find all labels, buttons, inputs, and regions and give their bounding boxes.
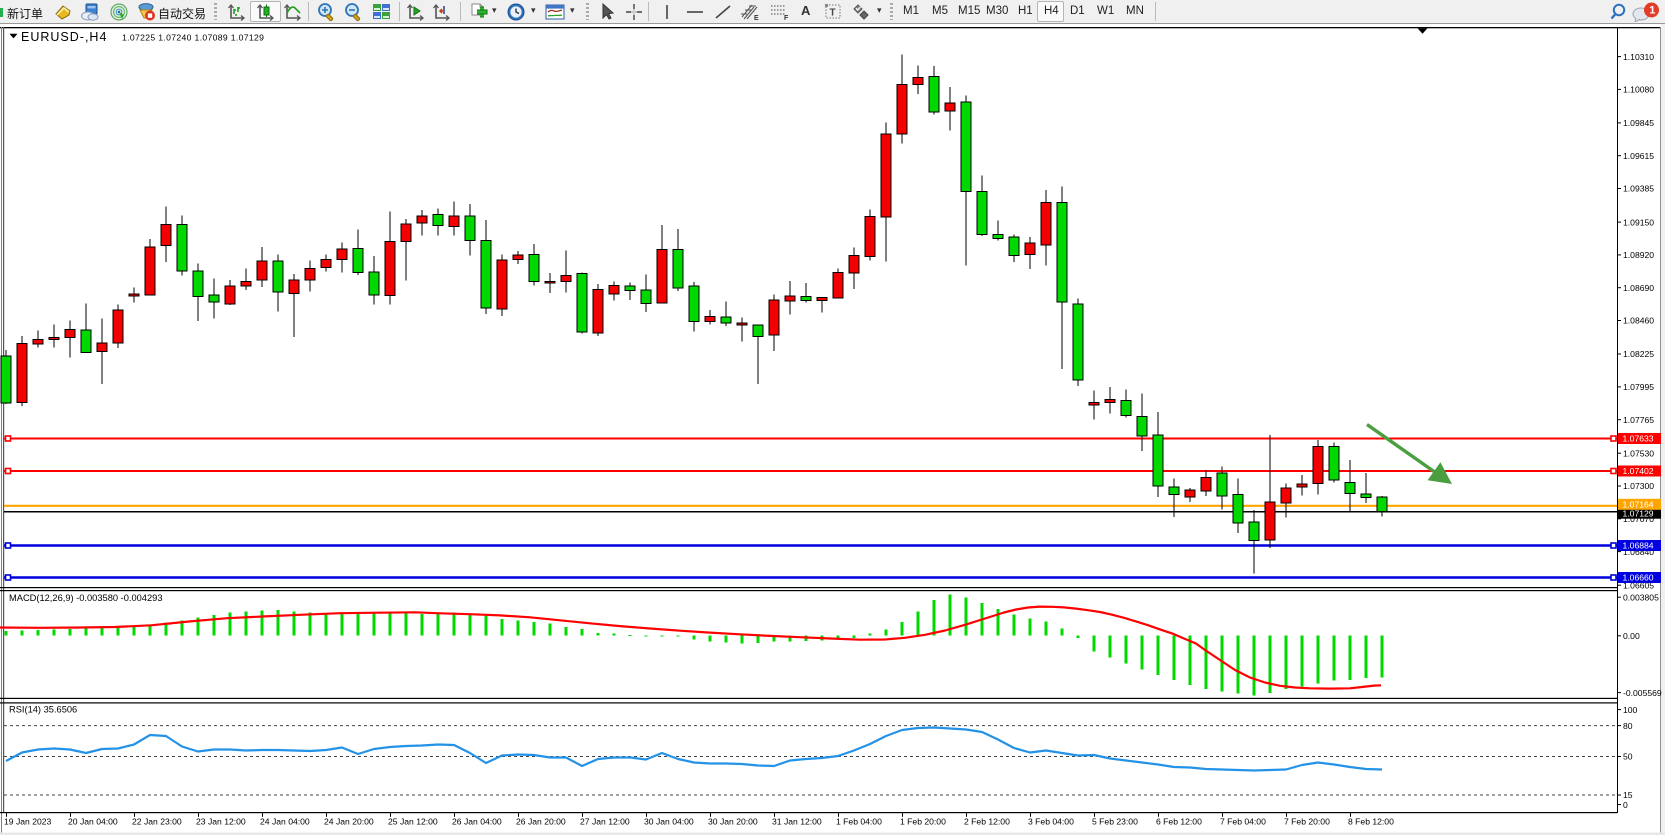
svg-text:0.00: 0.00 xyxy=(1623,631,1640,641)
svg-text:1.07300: 1.07300 xyxy=(1623,481,1654,491)
svg-text:6 Feb 12:00: 6 Feb 12:00 xyxy=(1156,817,1202,827)
svg-text:1 Feb 04:00: 1 Feb 04:00 xyxy=(836,817,882,827)
svg-text:-0.005569: -0.005569 xyxy=(1623,688,1662,698)
svg-text:2 Feb 12:00: 2 Feb 12:00 xyxy=(964,817,1010,827)
svg-text:23 Jan 12:00: 23 Jan 12:00 xyxy=(196,817,246,827)
svg-text:25 Jan 12:00: 25 Jan 12:00 xyxy=(388,817,438,827)
svg-text:1.10310: 1.10310 xyxy=(1623,52,1654,62)
svg-text:F: F xyxy=(784,15,789,22)
svg-text:0: 0 xyxy=(1623,800,1628,810)
svg-text:1.10080: 1.10080 xyxy=(1623,85,1654,95)
svg-text:1.08920: 1.08920 xyxy=(1623,250,1654,260)
svg-text:1.08225: 1.08225 xyxy=(1623,349,1654,359)
svg-text:50: 50 xyxy=(1623,752,1633,762)
svg-text:15: 15 xyxy=(1623,790,1633,800)
svg-text:1.07633: 1.07633 xyxy=(1623,434,1654,444)
svg-text:7 Feb 20:00: 7 Feb 20:00 xyxy=(1284,817,1330,827)
svg-text:1.09150: 1.09150 xyxy=(1623,217,1654,227)
svg-text:RSI(14) 35.6506: RSI(14) 35.6506 xyxy=(9,705,77,715)
svg-text:E: E xyxy=(754,15,759,22)
svg-text:30 Jan 04:00: 30 Jan 04:00 xyxy=(644,817,694,827)
svg-text:MACD(12,26,9) -0.003580 -0.004: MACD(12,26,9) -0.003580 -0.004293 xyxy=(9,593,163,603)
svg-text:19 Jan 2023: 19 Jan 2023 xyxy=(4,817,52,827)
svg-text:31 Jan 12:00: 31 Jan 12:00 xyxy=(772,817,822,827)
svg-text:1.07402: 1.07402 xyxy=(1623,466,1654,476)
svg-text:7 Feb 04:00: 7 Feb 04:00 xyxy=(1220,817,1266,827)
svg-text:20 Jan 04:00: 20 Jan 04:00 xyxy=(68,817,118,827)
svg-text:1.07995: 1.07995 xyxy=(1623,382,1654,392)
svg-text:1.08460: 1.08460 xyxy=(1623,316,1654,326)
svg-text:3 Feb 04:00: 3 Feb 04:00 xyxy=(1028,817,1074,827)
svg-text:80: 80 xyxy=(1623,721,1633,731)
svg-text:8 Feb 12:00: 8 Feb 12:00 xyxy=(1348,817,1394,827)
svg-text:100: 100 xyxy=(1623,705,1638,715)
svg-text:5 Feb 23:00: 5 Feb 23:00 xyxy=(1092,817,1138,827)
svg-text:26 Jan 04:00: 26 Jan 04:00 xyxy=(452,817,502,827)
svg-text:1.06840: 1.06840 xyxy=(1623,547,1654,557)
svg-text:30 Jan 20:00: 30 Jan 20:00 xyxy=(708,817,758,827)
svg-text:1.07530: 1.07530 xyxy=(1623,448,1654,458)
svg-text:EURUSD-,H4: EURUSD-,H4 xyxy=(21,30,107,44)
svg-text:1.06660: 1.06660 xyxy=(1623,573,1654,583)
svg-text:22 Jan 23:00: 22 Jan 23:00 xyxy=(132,817,182,827)
svg-text:T: T xyxy=(830,8,836,19)
svg-text:1.09615: 1.09615 xyxy=(1623,151,1654,161)
svg-text:1: 1 xyxy=(1649,5,1655,17)
svg-text:24 Jan 20:00: 24 Jan 20:00 xyxy=(324,817,374,827)
svg-text:27 Jan 12:00: 27 Jan 12:00 xyxy=(580,817,630,827)
svg-text:1.09845: 1.09845 xyxy=(1623,118,1654,128)
svg-text:0.003805: 0.003805 xyxy=(1623,592,1659,602)
svg-text:1.06884: 1.06884 xyxy=(1623,541,1654,551)
svg-text:1.07164: 1.07164 xyxy=(1623,500,1654,510)
svg-text:1.07225 1.07240 1.07089 1.0712: 1.07225 1.07240 1.07089 1.07129 xyxy=(122,33,264,43)
svg-text:1.07765: 1.07765 xyxy=(1623,415,1654,425)
svg-text:1 Feb 20:00: 1 Feb 20:00 xyxy=(900,817,946,827)
svg-text:26 Jan 20:00: 26 Jan 20:00 xyxy=(516,817,566,827)
svg-text:1.08690: 1.08690 xyxy=(1623,283,1654,293)
svg-text:1.06605: 1.06605 xyxy=(1623,580,1654,590)
svg-text:24 Jan 04:00: 24 Jan 04:00 xyxy=(260,817,310,827)
svg-text:1.07129: 1.07129 xyxy=(1623,508,1654,518)
svg-text:1.09385: 1.09385 xyxy=(1623,184,1654,194)
svg-text:1.07070: 1.07070 xyxy=(1623,514,1654,524)
